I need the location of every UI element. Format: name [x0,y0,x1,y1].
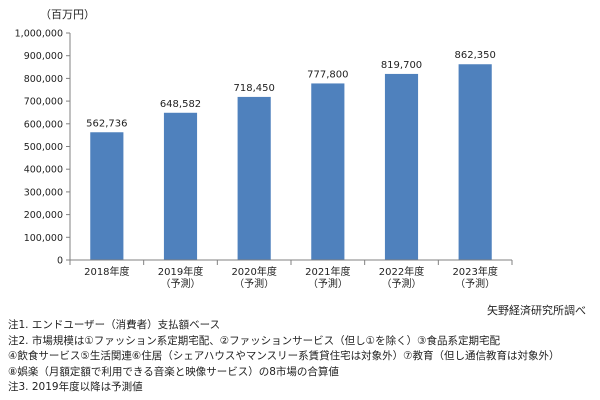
bars-group [90,64,492,261]
x-tick-label: （予測） [308,277,348,290]
bar-value-label: 648,582 [160,99,201,110]
note-line: ④飲食サービス⑤生活関連⑥住居（シェアハウスやマンスリー系賃貸住宅は対象外）⑦教… [8,350,560,362]
x-tick-label: 2020年度 [231,265,276,278]
y-axis: 0 100,000 200,000 300,000 400,000 500,000 600,… [15,29,71,267]
y-tick-label: 100,000 [24,233,63,244]
y-tick-label: 700,000 [24,97,63,108]
x-tick-label: 2019年度 [158,265,203,278]
value-labels-group: 562,736 648,582 718,450 777,800 819,700 862,3… [86,50,496,129]
y-tick-label: 900,000 [24,51,63,62]
x-tick-label: 2018年度 [84,265,129,278]
bar-chart: 0 100,000 200,000 300,000 400,000 500,000 600,… [15,29,513,290]
x-tick-label: （予測） [382,277,422,290]
y-tick-label: 800,000 [24,74,63,85]
y-tick-label: 500,000 [24,142,63,153]
bar [90,132,124,260]
x-tick-label: （予測） [234,277,274,290]
y-tick-label: 1,000,000 [15,29,63,40]
y-tick-label: 200,000 [24,210,63,221]
bar [458,64,492,260]
y-tick-label: 300,000 [24,187,63,198]
bar-value-label: 819,700 [381,60,422,71]
bar [237,96,271,260]
y-tick-label: 600,000 [24,119,63,130]
x-axis: 2018年度 2019年度（予測）2020年度（予測）2021年度（予測）2022… [69,259,513,290]
note-line: ⑧娯楽（月額定額で利用できる音楽と映像サービス）の8市場の合算値 [8,365,339,378]
bar-value-label: 777,800 [307,69,348,80]
bar-value-label: 718,450 [233,83,274,94]
x-tick-label: （予測） [161,277,201,290]
x-tick-label: 2022年度 [379,265,424,278]
note-line: 注2. 市場規模は①ファッション系定期宅配、②ファッションサービス（但し①を除く… [8,334,501,347]
bar [384,73,419,260]
y-tick-label: 400,000 [24,165,63,176]
note-line: 注3. 2019年度以降は予測値 [8,381,143,393]
bar-value-label: 862,350 [454,50,495,61]
y-tick-label: 0 [57,256,63,267]
notes-block: 注1. エンドユーザー（消費者）支払額ベース 注2. 市場規模は①ファッション系… [8,318,598,396]
source-credit: 矢野経済研究所調べ [487,304,586,317]
bar-value-label: 562,736 [86,118,127,129]
x-tick-label: 2023年度 [452,265,497,278]
bar [311,83,345,261]
x-tick-label: 2021年度 [305,265,350,278]
unit-label: （百万円） [40,8,95,21]
bar [163,112,198,261]
x-tick-label: （予測） [455,277,495,290]
note-line: 注1. エンドユーザー（消費者）支払額ベース [8,319,221,331]
